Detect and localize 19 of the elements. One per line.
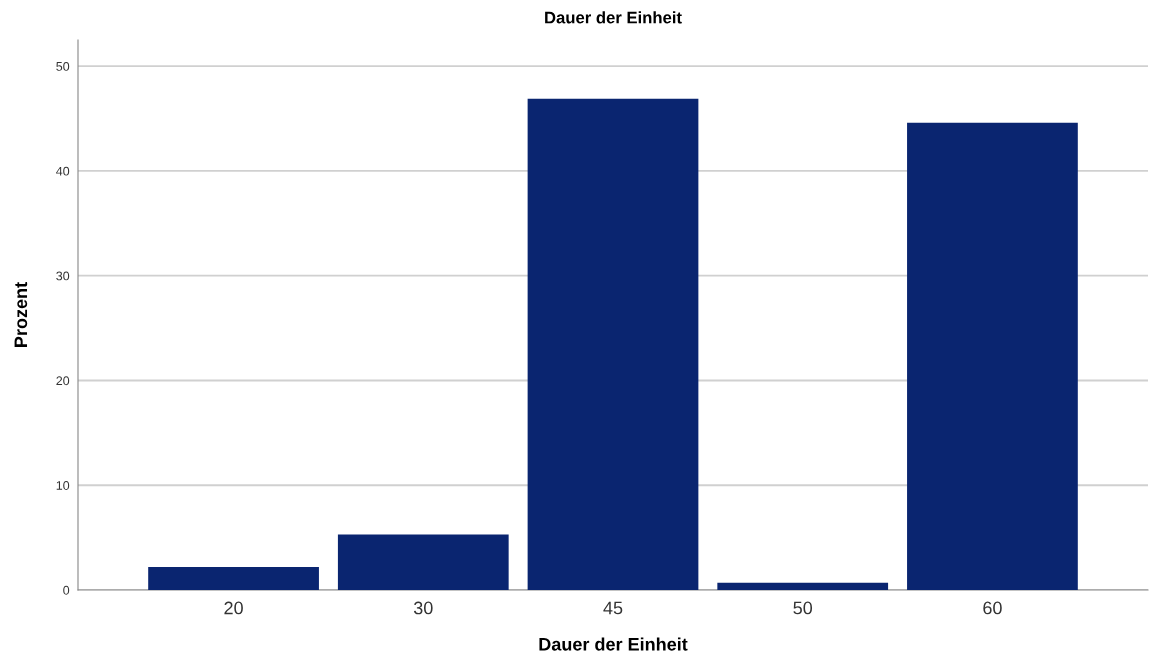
- y-tick-label: 50: [56, 61, 70, 71]
- y-axis-title: Prozent: [14, 282, 28, 347]
- x-tick-label: 30: [413, 601, 433, 615]
- bar: [907, 122, 1078, 590]
- bar: [527, 98, 699, 590]
- y-tick-label: 30: [56, 271, 70, 281]
- x-tick-label: 45: [603, 601, 623, 615]
- bar: [717, 582, 889, 590]
- x-tick-label: 20: [224, 601, 243, 615]
- x-tick-label: 60: [983, 601, 1002, 615]
- y-tick-label: 0: [63, 585, 70, 595]
- y-tick-label: 20: [56, 376, 70, 386]
- x-tick-label: 50: [793, 601, 813, 615]
- x-axis-title: Dauer der Einheit: [539, 637, 688, 651]
- chart-title: Dauer der Einheit: [545, 11, 682, 24]
- y-tick-label: 40: [56, 166, 70, 176]
- y-tick-label: 10: [56, 481, 70, 490]
- bar: [148, 566, 319, 590]
- bar: [337, 534, 509, 590]
